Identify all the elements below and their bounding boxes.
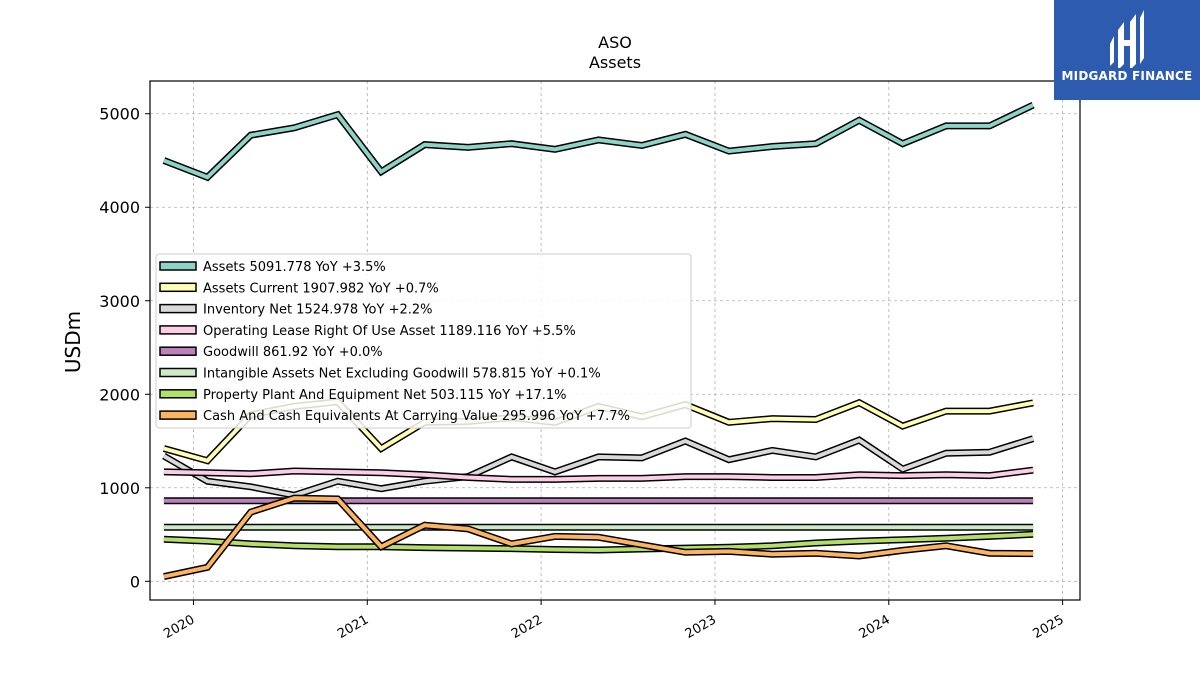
y-tick-label: 0 <box>130 572 140 591</box>
legend-swatch <box>159 261 197 271</box>
x-tick-label: 2022 <box>509 612 545 642</box>
legend-swatch <box>159 325 197 335</box>
series-line <box>163 496 1034 579</box>
legend-label: Inventory Net 1524.978 YoY +2.2% <box>203 303 433 318</box>
legend-label: Property Plant And Equipment Net 503.115… <box>203 388 567 403</box>
y-tick-label: 1000 <box>99 479 140 498</box>
plot-frame <box>149 80 1081 601</box>
legend-label: Assets Current 1907.982 YoY +0.7% <box>203 281 439 296</box>
y-tick-label: 4000 <box>99 198 140 217</box>
legend: Assets 5091.778 YoY +3.5% Assets Current … <box>155 253 692 429</box>
x-tick-label: 2025 <box>1030 612 1066 642</box>
legend-swatch <box>159 303 197 314</box>
legend-label: Intangible Assets Net Excluding Goodwill… <box>203 367 601 382</box>
series-line <box>163 532 1034 553</box>
y-axis-label: USDm <box>61 311 85 373</box>
x-tick-label: 2020 <box>161 612 197 642</box>
x-tick-label: 2024 <box>857 612 893 642</box>
y-tick-label: 2000 <box>99 385 140 404</box>
legend-box <box>155 253 692 429</box>
legend-swatch <box>159 389 197 399</box>
y-tick-label: 3000 <box>99 292 140 311</box>
legend-swatch <box>159 346 197 356</box>
legend-swatch <box>159 282 197 293</box>
logo-mark-icon <box>1110 10 1144 68</box>
series-line <box>162 436 1034 498</box>
series-line <box>163 103 1034 180</box>
x-tick-label: 2023 <box>683 612 719 642</box>
legend-swatch <box>159 410 197 420</box>
brand-logo: MIDGARD FINANCE <box>1054 0 1200 100</box>
x-tick-label: 2021 <box>335 612 371 642</box>
legend-label: Goodwill 861.92 YoY +0.0% <box>203 345 383 360</box>
series-line <box>163 468 1034 482</box>
chart-title: ASO <box>598 33 632 52</box>
logo-text: MIDGARD FINANCE <box>1061 69 1193 83</box>
legend-swatch <box>159 367 197 378</box>
legend-label: Operating Lease Right Of Use Asset 1189.… <box>203 324 576 339</box>
legend-label: Assets 5091.778 YoY +3.5% <box>203 260 386 275</box>
legend-label: Cash And Cash Equivalents At Carrying Va… <box>203 409 630 424</box>
chart-subtitle: Assets <box>589 53 641 72</box>
y-tick-label: 5000 <box>99 105 140 124</box>
